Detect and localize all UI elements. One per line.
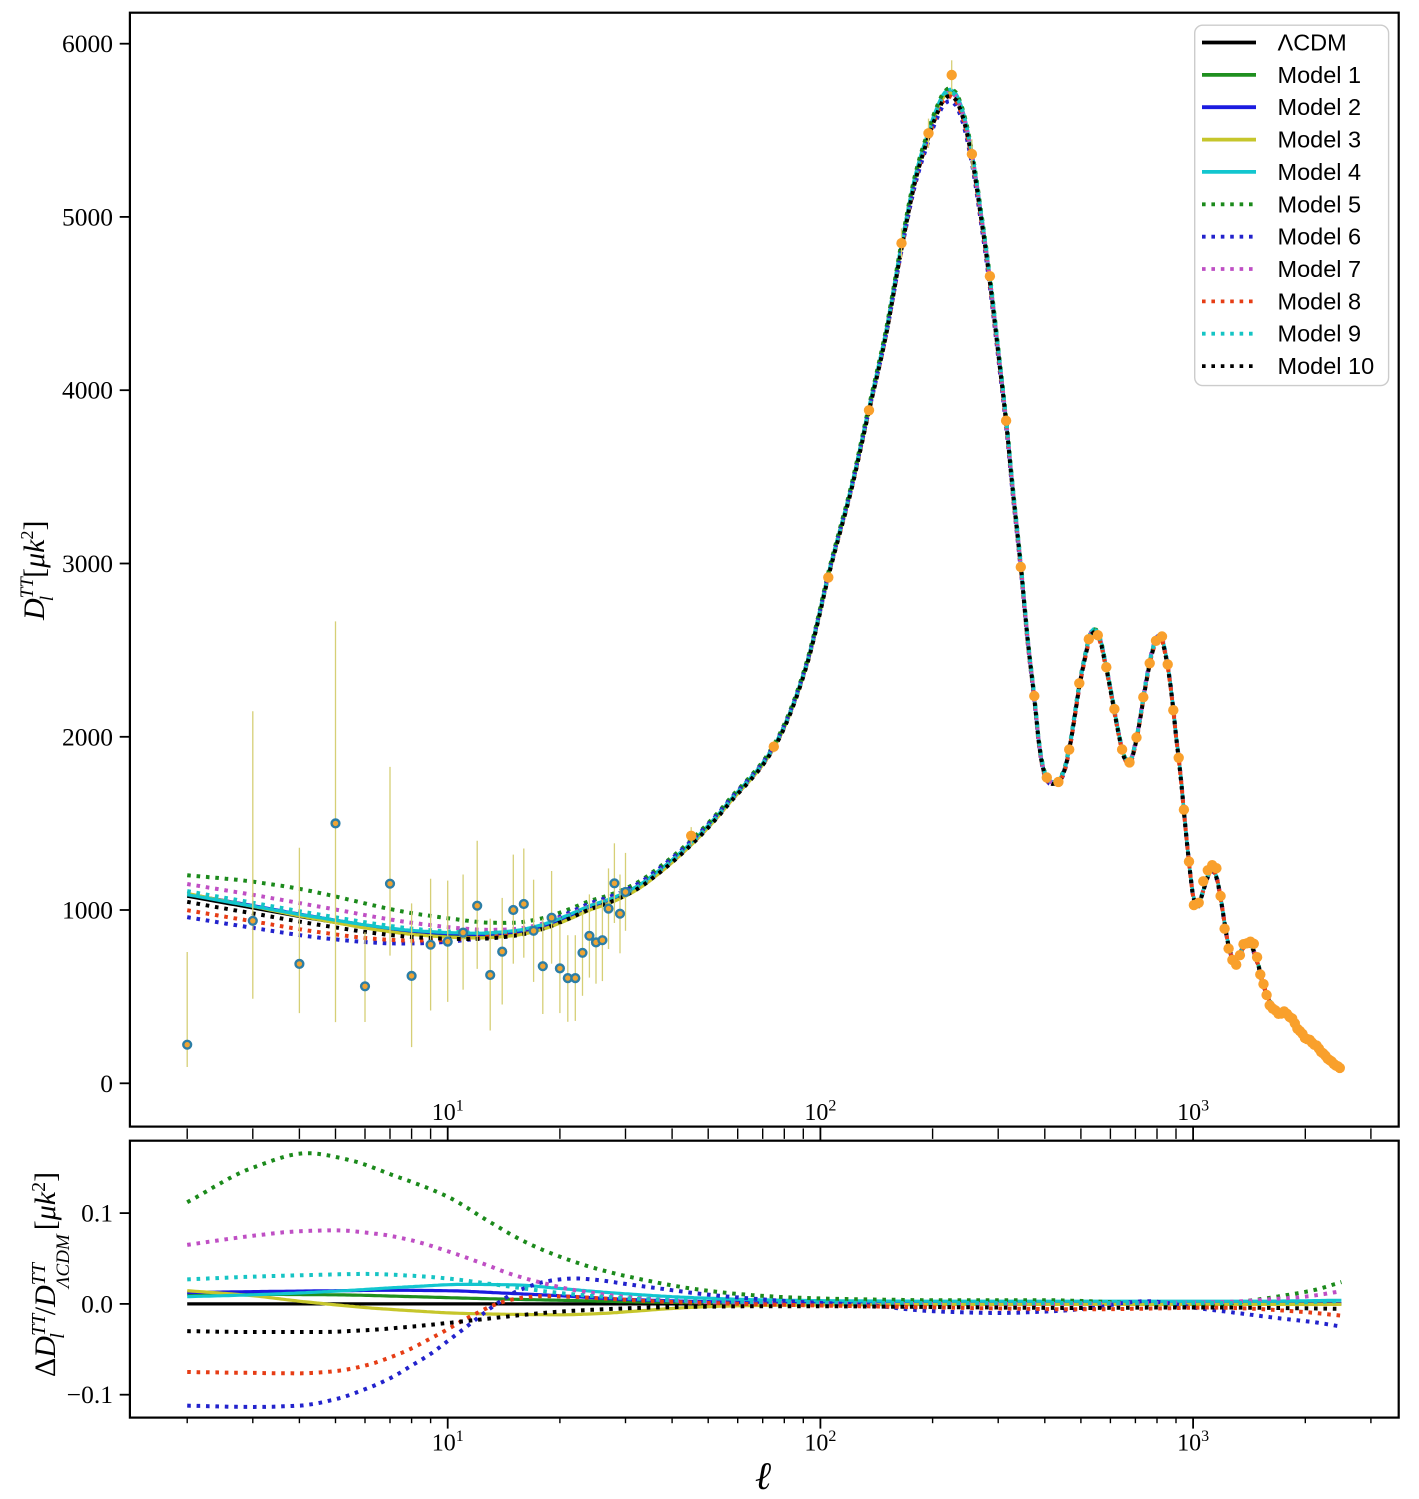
svg-text:Model 6: Model 6 — [1278, 224, 1362, 250]
svg-text:2000: 2000 — [62, 722, 113, 751]
svg-text:−0.1: −0.1 — [67, 1380, 113, 1409]
svg-text:101: 101 — [432, 1428, 464, 1457]
svg-text:Model 7: Model 7 — [1278, 256, 1362, 282]
svg-text:DTTl[μk2]: DTTl[μk2] — [17, 521, 58, 621]
svg-text:Model 1: Model 1 — [1278, 62, 1362, 88]
svg-text:Model 4: Model 4 — [1278, 159, 1362, 185]
svg-text:Model 8: Model 8 — [1278, 288, 1362, 314]
svg-text:4000: 4000 — [62, 376, 113, 405]
svg-text:6000: 6000 — [62, 29, 113, 58]
svg-text:Model 2: Model 2 — [1278, 94, 1362, 120]
svg-text:Model 10: Model 10 — [1278, 353, 1375, 379]
svg-text:5000: 5000 — [62, 202, 113, 231]
svg-text:Model 3: Model 3 — [1278, 127, 1362, 153]
svg-text:3000: 3000 — [62, 549, 113, 578]
svg-text:Model 5: Model 5 — [1278, 191, 1362, 217]
svg-text:ΛCDM: ΛCDM — [1278, 30, 1347, 56]
svg-text:0: 0 — [100, 1069, 113, 1098]
svg-text:0.0: 0.0 — [81, 1289, 113, 1318]
svg-text:0.1: 0.1 — [81, 1199, 113, 1228]
svg-text:1000: 1000 — [62, 896, 113, 925]
svg-text:ℓ: ℓ — [755, 1455, 772, 1498]
svg-text:Model 9: Model 9 — [1278, 321, 1362, 347]
